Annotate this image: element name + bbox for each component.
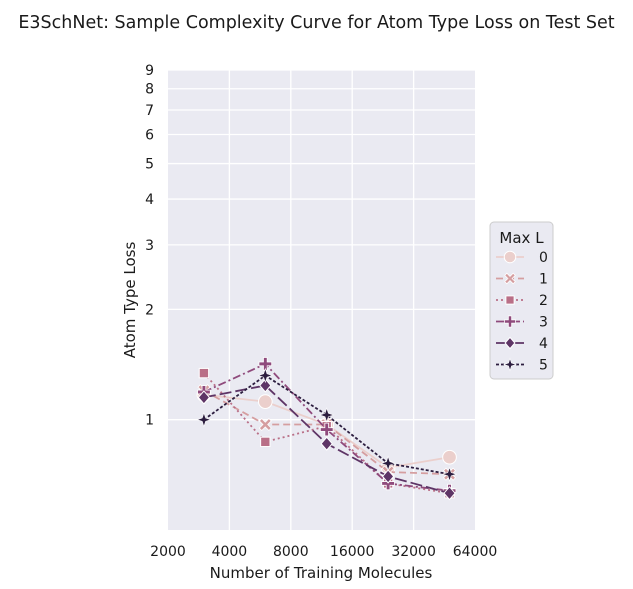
legend-label: 0 — [539, 250, 548, 266]
x-tick-label: 16000 — [330, 544, 375, 560]
data-point — [441, 466, 458, 482]
y-tick-label: 4 — [145, 192, 154, 208]
x-ticks: 2000 4000 8000 16000 32000 64000 — [150, 544, 497, 560]
data-point — [258, 357, 273, 371]
y-tick-label: 5 — [145, 157, 154, 173]
data-point — [257, 394, 273, 409]
y-tick-label: 7 — [145, 103, 154, 119]
data-point — [197, 390, 211, 405]
data-point — [258, 418, 272, 432]
legend-item-0: 0 — [496, 250, 548, 266]
data-point — [319, 422, 334, 437]
data-point — [381, 469, 395, 484]
x-tick-label: 8000 — [273, 544, 309, 560]
y-tick-label: 1 — [145, 413, 154, 429]
y-ticks: 1 2 3 4 5 6 7 8 9 — [145, 63, 154, 429]
legend-item-5: 5 — [496, 358, 548, 374]
x-tick-label: 32000 — [391, 544, 436, 560]
legend-title: Max L — [499, 229, 544, 247]
data-point — [260, 436, 271, 448]
series-line-3 — [203, 362, 450, 492]
plot-area — [168, 70, 475, 530]
y-tick-label: 2 — [145, 302, 154, 318]
data-point — [443, 486, 456, 501]
y-tick-label: 8 — [145, 82, 154, 98]
data-point — [198, 367, 210, 379]
data-point — [380, 455, 396, 472]
chart-title: E3SchNet: Sample Complexity Curve for At… — [18, 13, 614, 33]
series-line-1 — [203, 389, 450, 476]
legend-label: 1 — [539, 272, 548, 288]
x-tick-label: 64000 — [453, 544, 498, 560]
data-point — [320, 436, 333, 451]
data-point — [318, 407, 335, 423]
y-tick-label: 9 — [145, 63, 154, 79]
legend-item-3: 3 — [496, 315, 548, 331]
legend-label: 5 — [539, 358, 548, 374]
grid — [168, 69, 475, 530]
data-point — [196, 411, 212, 428]
data-point — [257, 367, 274, 384]
legend-label: 2 — [539, 293, 548, 309]
legend-item-2: 2 — [496, 293, 548, 309]
x-tick-label: 2000 — [150, 544, 186, 560]
legend-item-1: 1 — [496, 272, 548, 288]
series-line-5 — [203, 374, 450, 476]
legend-label: 3 — [539, 315, 548, 331]
x-tick-label: 4000 — [212, 544, 248, 560]
y-tick-label: 3 — [145, 238, 154, 254]
series-layer — [196, 357, 458, 501]
y-axis-label: Atom Type Loss — [121, 242, 139, 359]
legend-label: 4 — [539, 336, 548, 352]
legend: Max L 0 1 2 3 4 5 — [489, 221, 554, 380]
x-axis-label: Number of Training Molecules — [210, 564, 433, 582]
data-point — [259, 378, 272, 393]
series-5 — [196, 367, 458, 482]
legend-item-4: 4 — [496, 336, 548, 352]
y-tick-label: 6 — [145, 128, 154, 144]
data-point — [442, 449, 457, 465]
